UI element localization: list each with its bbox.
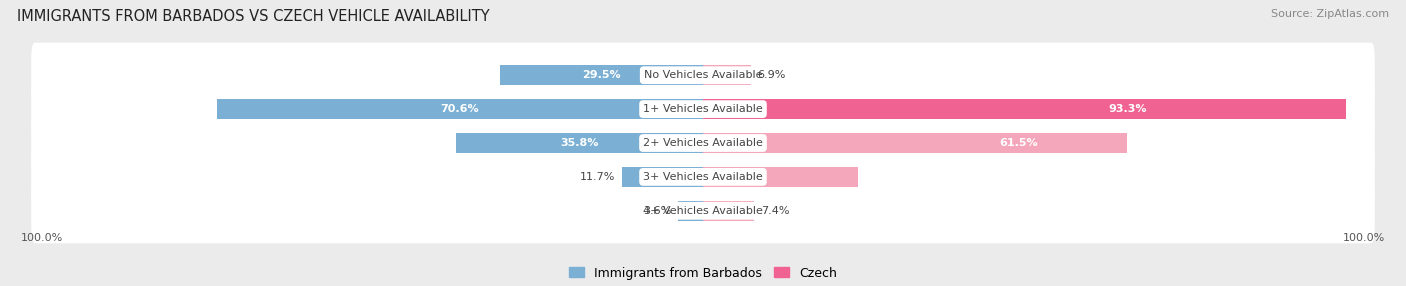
Text: 35.8%: 35.8%: [561, 138, 599, 148]
Text: 4+ Vehicles Available: 4+ Vehicles Available: [643, 206, 763, 216]
Text: 2+ Vehicles Available: 2+ Vehicles Available: [643, 138, 763, 148]
Text: 61.5%: 61.5%: [998, 138, 1038, 148]
Bar: [703, 65, 751, 85]
Bar: [457, 133, 703, 153]
Text: 100.0%: 100.0%: [21, 233, 63, 243]
FancyBboxPatch shape: [31, 110, 1375, 176]
Bar: [623, 167, 703, 187]
Text: 11.7%: 11.7%: [581, 172, 616, 182]
Bar: [703, 99, 1346, 119]
Text: IMMIGRANTS FROM BARBADOS VS CZECH VEHICLE AVAILABILITY: IMMIGRANTS FROM BARBADOS VS CZECH VEHICL…: [17, 9, 489, 23]
FancyBboxPatch shape: [31, 178, 1375, 243]
FancyBboxPatch shape: [31, 144, 1375, 209]
Text: 93.3%: 93.3%: [1108, 104, 1147, 114]
Text: 3.6%: 3.6%: [643, 206, 671, 216]
FancyBboxPatch shape: [31, 43, 1375, 108]
Text: 3+ Vehicles Available: 3+ Vehicles Available: [643, 172, 763, 182]
Text: 22.5%: 22.5%: [865, 172, 903, 182]
FancyBboxPatch shape: [31, 77, 1375, 142]
Text: No Vehicles Available: No Vehicles Available: [644, 70, 762, 80]
Bar: [703, 167, 858, 187]
Bar: [217, 99, 703, 119]
Text: 100.0%: 100.0%: [1343, 233, 1385, 243]
Legend: Immigrants from Barbados, Czech: Immigrants from Barbados, Czech: [569, 267, 837, 279]
Text: 70.6%: 70.6%: [440, 104, 479, 114]
Text: 1+ Vehicles Available: 1+ Vehicles Available: [643, 104, 763, 114]
Bar: [703, 201, 754, 221]
Text: 6.9%: 6.9%: [758, 70, 786, 80]
Text: 7.4%: 7.4%: [761, 206, 789, 216]
Bar: [703, 133, 1126, 153]
Bar: [499, 65, 703, 85]
Bar: [678, 201, 703, 221]
Text: 29.5%: 29.5%: [582, 70, 620, 80]
Text: Source: ZipAtlas.com: Source: ZipAtlas.com: [1271, 9, 1389, 19]
